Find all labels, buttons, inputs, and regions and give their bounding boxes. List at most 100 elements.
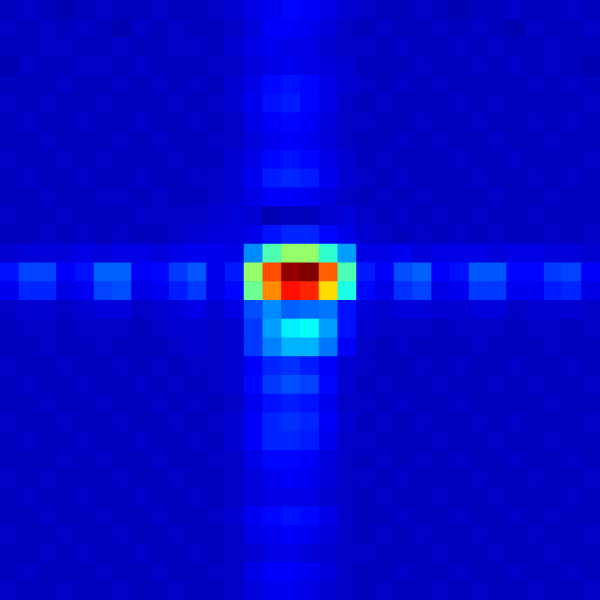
heatmap-cell — [188, 563, 207, 582]
heatmap-cell — [206, 506, 225, 525]
heatmap-cell — [431, 525, 450, 544]
heatmap-cell — [413, 56, 432, 75]
heatmap-cell — [356, 56, 375, 75]
heatmap-cell — [131, 394, 150, 413]
heatmap-cell — [469, 431, 488, 450]
heatmap-cell — [113, 0, 132, 19]
heatmap-cell — [206, 544, 225, 563]
heatmap-cell — [563, 56, 582, 75]
heatmap-cell — [319, 263, 338, 282]
heatmap-cell — [394, 319, 413, 338]
heatmap-cell — [150, 544, 169, 563]
heatmap-cell — [131, 0, 150, 19]
heatmap-cell — [431, 281, 450, 300]
heatmap-cell — [394, 431, 413, 450]
heatmap-cell — [0, 244, 19, 263]
heatmap-cell — [544, 544, 563, 563]
heatmap-cell — [38, 19, 57, 38]
heatmap-cell — [56, 563, 75, 582]
heatmap-cell — [338, 244, 357, 263]
heatmap-cell — [281, 131, 300, 150]
heatmap-cell — [525, 131, 544, 150]
heatmap-cell — [75, 0, 94, 19]
heatmap-cell — [225, 188, 244, 207]
heatmap-cell — [469, 188, 488, 207]
heatmap-cell — [244, 113, 263, 132]
heatmap-cell — [19, 394, 38, 413]
heatmap-cell — [488, 38, 507, 57]
heatmap-cell — [413, 225, 432, 244]
heatmap-cell — [469, 319, 488, 338]
heatmap-cell — [394, 263, 413, 282]
heatmap-cell — [244, 38, 263, 57]
heatmap-cell — [188, 263, 207, 282]
heatmap-cell — [169, 581, 188, 600]
heatmap-cell — [488, 563, 507, 582]
heatmap-cell — [188, 225, 207, 244]
heatmap-cell — [563, 506, 582, 525]
heatmap-cell — [56, 319, 75, 338]
heatmap-cell — [525, 56, 544, 75]
heatmap-cell — [225, 431, 244, 450]
heatmap-cell — [488, 544, 507, 563]
heatmap-cell — [56, 469, 75, 488]
heatmap-cell — [394, 413, 413, 432]
heatmap-cell — [431, 581, 450, 600]
heatmap-cell — [413, 94, 432, 113]
heatmap-cell — [113, 581, 132, 600]
heatmap-cell — [525, 113, 544, 132]
heatmap-cell — [450, 225, 469, 244]
heatmap-cell — [150, 469, 169, 488]
heatmap-cell — [469, 300, 488, 319]
heatmap-cell — [356, 319, 375, 338]
heatmap-cell — [413, 319, 432, 338]
heatmap-cell — [506, 375, 525, 394]
heatmap-cell — [338, 319, 357, 338]
heatmap-cell — [281, 19, 300, 38]
heatmap-cell — [131, 356, 150, 375]
heatmap-cell — [319, 469, 338, 488]
heatmap-cell — [19, 356, 38, 375]
heatmap-cell — [0, 150, 19, 169]
heatmap-cell — [431, 19, 450, 38]
heatmap-cell — [544, 263, 563, 282]
heatmap-cell — [75, 56, 94, 75]
heatmap-cell — [544, 394, 563, 413]
heatmap-cell — [506, 488, 525, 507]
heatmap-cell — [319, 0, 338, 19]
heatmap-cell — [431, 94, 450, 113]
heatmap-cell — [38, 431, 57, 450]
heatmap-cell — [94, 300, 113, 319]
heatmap-cell — [544, 169, 563, 188]
heatmap-cell — [338, 581, 357, 600]
heatmap-cell — [0, 56, 19, 75]
heatmap-cell — [56, 506, 75, 525]
heatmap-cell — [169, 394, 188, 413]
heatmap-cell — [225, 525, 244, 544]
heatmap-cell — [188, 488, 207, 507]
heatmap-cell — [188, 450, 207, 469]
heatmap-cell — [225, 206, 244, 225]
heatmap-cell — [150, 319, 169, 338]
heatmap-cell — [19, 413, 38, 432]
heatmap-cell — [94, 0, 113, 19]
heatmap-cell — [469, 506, 488, 525]
heatmap-cell — [206, 113, 225, 132]
heatmap-cell — [488, 206, 507, 225]
heatmap-cell — [0, 0, 19, 19]
heatmap-cell — [506, 319, 525, 338]
heatmap-cell — [206, 38, 225, 57]
heatmap-cell — [188, 581, 207, 600]
heatmap-cell — [150, 225, 169, 244]
heatmap-cell — [150, 263, 169, 282]
heatmap-cell — [375, 206, 394, 225]
heatmap-cell — [488, 225, 507, 244]
heatmap-cell — [75, 488, 94, 507]
heatmap-cell — [488, 19, 507, 38]
heatmap-cell — [75, 188, 94, 207]
heatmap-cell — [150, 525, 169, 544]
heatmap-cell — [113, 19, 132, 38]
heatmap-cell — [394, 281, 413, 300]
heatmap-cell — [544, 225, 563, 244]
heatmap-cell — [38, 263, 57, 282]
